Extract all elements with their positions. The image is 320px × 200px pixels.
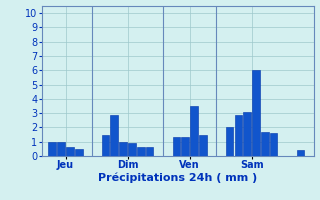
Bar [297,150,304,156]
Bar [75,149,83,156]
Bar [190,106,198,156]
Bar [226,127,233,156]
Bar [66,147,74,156]
Bar [48,142,56,156]
Bar [128,143,136,156]
X-axis label: Précipitations 24h ( mm ): Précipitations 24h ( mm ) [98,173,257,183]
Bar [270,133,277,156]
Bar [252,70,260,156]
Bar [110,115,118,156]
Bar [119,142,127,156]
Bar [181,137,189,156]
Bar [235,115,242,156]
Bar [172,137,180,156]
Bar [261,132,268,156]
Bar [102,135,109,156]
Bar [57,142,65,156]
Bar [146,147,154,156]
Bar [137,147,145,156]
Bar [244,112,251,156]
Bar [199,135,207,156]
